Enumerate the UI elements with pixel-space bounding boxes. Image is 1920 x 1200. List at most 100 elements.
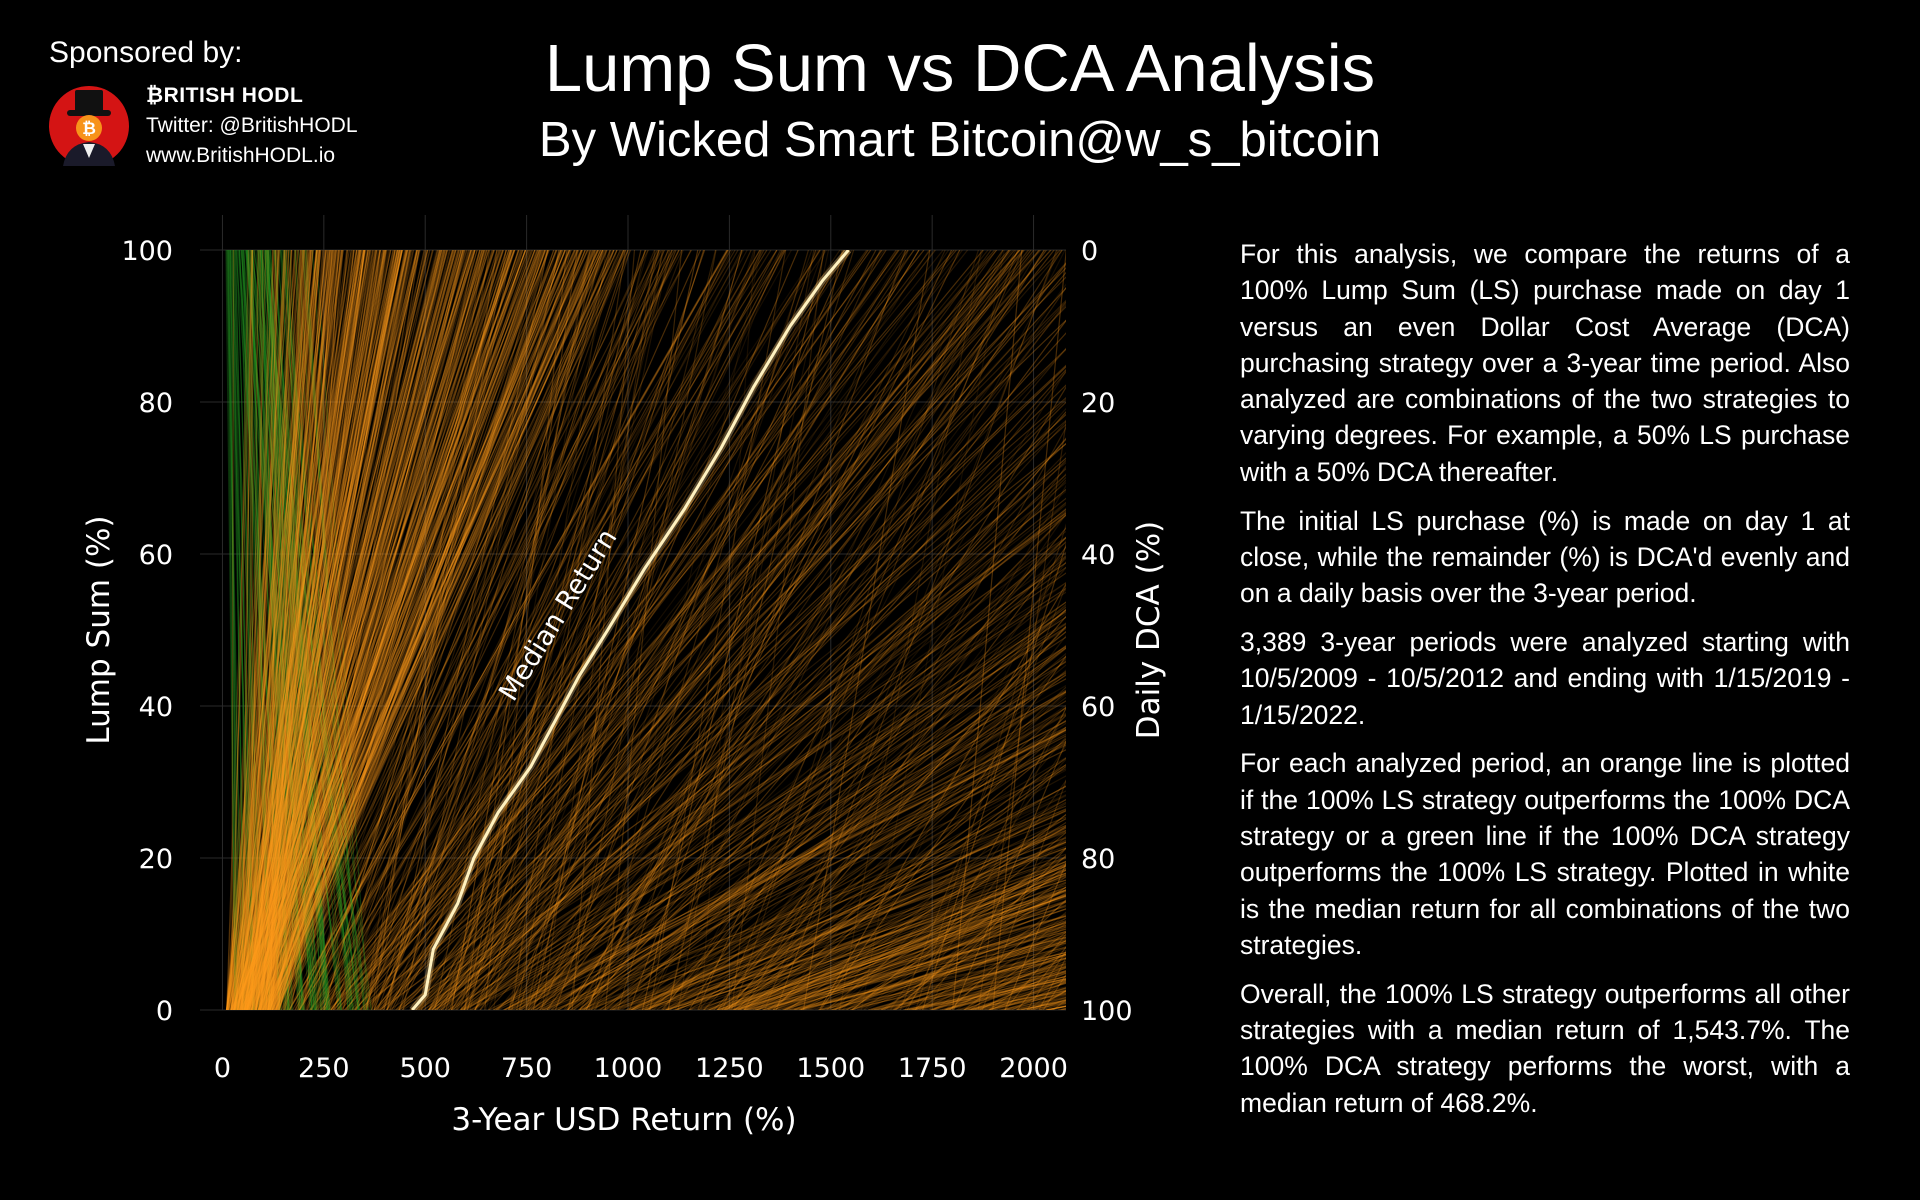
period-line (243, 250, 409, 1010)
period-line (236, 250, 495, 1010)
period-line (262, 250, 625, 1010)
period-line (227, 250, 310, 1010)
grid-layer (200, 215, 1066, 1011)
y2-tick-label: 40 (1081, 540, 1115, 571)
period-line (440, 442, 1066, 1010)
period-line (233, 250, 434, 1010)
period-line (249, 250, 313, 1010)
period-line (609, 608, 1066, 1010)
period-line (373, 250, 1052, 1010)
period-line (337, 250, 853, 1010)
period-line (235, 250, 486, 1010)
period-line (353, 319, 1066, 1010)
period-line (259, 250, 562, 1010)
period-line (246, 250, 322, 1010)
period-line (541, 250, 656, 1010)
period-line (364, 250, 604, 1010)
period-line (402, 250, 560, 1010)
period-line (247, 250, 495, 1010)
period-line (241, 250, 255, 1010)
period-line (236, 250, 398, 1010)
period-line (492, 250, 607, 1010)
period-line (244, 250, 313, 1010)
period-line (319, 250, 625, 1010)
period-line (281, 250, 351, 1010)
period-line (428, 250, 845, 1010)
period-line (434, 250, 1029, 1010)
y2-tick-label: 0 (1081, 236, 1098, 267)
period-line (275, 250, 381, 1010)
period-line (246, 250, 527, 1010)
period-line (237, 250, 527, 1010)
period-line (534, 749, 1066, 1010)
period-line (336, 250, 1041, 1010)
period-line (241, 250, 314, 1010)
period-line (226, 250, 290, 1010)
period-line (269, 250, 500, 1010)
period-line (269, 250, 314, 1010)
period-line (232, 250, 360, 1010)
period-line (264, 250, 450, 1010)
period-line (279, 250, 419, 1010)
period-line (488, 726, 1066, 1010)
period-line (595, 250, 762, 1010)
period-line (552, 816, 1066, 1010)
period-line (271, 250, 489, 1010)
period-line (239, 250, 396, 1010)
period-line (361, 396, 1066, 1010)
period-line (255, 250, 334, 1010)
top-hat-bitcoin-avatar-icon: ₿ (49, 86, 129, 166)
period-line (737, 873, 1066, 1010)
period-line (752, 860, 1066, 1010)
period-line (286, 250, 485, 1010)
period-line (416, 514, 1066, 1010)
period-line (799, 856, 1066, 1010)
period-line (264, 250, 451, 1010)
period-line (254, 250, 483, 1010)
period-line (274, 250, 692, 1010)
period-line (325, 250, 915, 1010)
median-return-line (411, 250, 850, 1010)
period-line (330, 250, 821, 1010)
period-line (438, 271, 1066, 1010)
period-line (626, 810, 1066, 1010)
period-line (283, 250, 329, 1010)
period-line (235, 250, 290, 1010)
period-line (800, 867, 1066, 1010)
period-line (245, 250, 534, 1010)
period-line (492, 731, 1066, 1010)
period-line (474, 250, 1004, 1010)
period-line (431, 512, 1066, 1010)
period-line (273, 250, 335, 1010)
period-line (698, 566, 1066, 1010)
period-line (226, 250, 300, 1010)
period-line (254, 250, 513, 1010)
period-line (243, 250, 400, 1010)
period-line (282, 250, 482, 1010)
sponsor-name: ₿RITISH HODL (146, 84, 304, 107)
period-line (240, 250, 253, 1010)
period-line (264, 250, 618, 1010)
period-line (466, 250, 705, 1010)
period-line (270, 250, 349, 1010)
period-line (462, 661, 1066, 1010)
period-line (246, 250, 539, 1010)
period-line (244, 250, 599, 1010)
period-line (450, 250, 997, 1010)
period-line (230, 250, 319, 1010)
period-line (737, 560, 1066, 1010)
period-line (617, 853, 1066, 1010)
period-line (288, 250, 647, 1010)
period-line (557, 740, 1066, 1010)
period-line (230, 250, 279, 1010)
period-line (630, 785, 1066, 1010)
period-line (294, 250, 342, 1010)
period-line (649, 250, 787, 1010)
period-line (266, 250, 563, 1010)
description-paragraph: For this analysis, we compare the return… (1240, 239, 1850, 487)
period-line (231, 250, 490, 1010)
period-line (272, 250, 417, 1010)
period-line (408, 250, 963, 1010)
period-line (729, 657, 1066, 1010)
period-line (299, 250, 507, 1010)
